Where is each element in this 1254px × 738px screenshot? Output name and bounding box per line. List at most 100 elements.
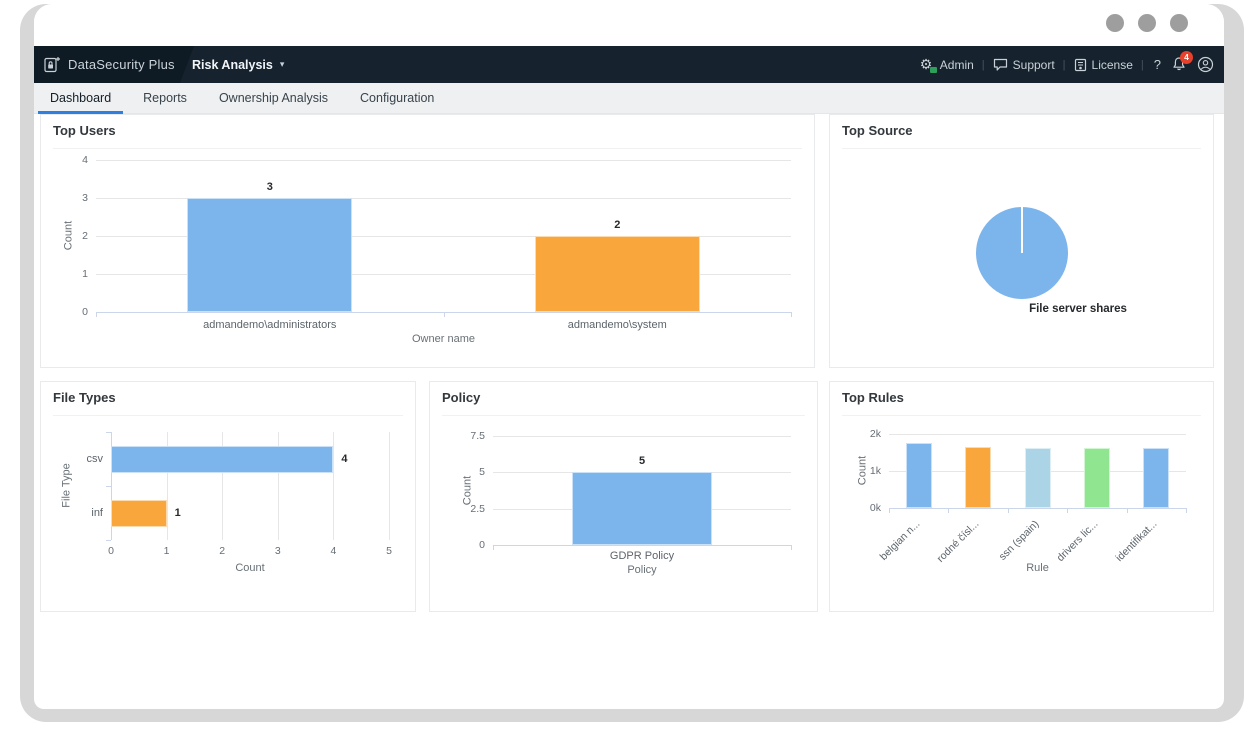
card-title-file-types: File Types xyxy=(53,390,116,405)
gridline xyxy=(389,432,390,540)
window-control-dot[interactable] xyxy=(1170,14,1188,32)
gridline xyxy=(166,432,168,540)
tab-ownership-analysis[interactable]: Ownership Analysis xyxy=(218,91,329,105)
logo-block: DataSecurity Plus xyxy=(34,46,194,83)
window-control-dot[interactable] xyxy=(1138,14,1156,32)
bar-drivers lic...[interactable] xyxy=(1083,448,1110,508)
x-category-label: admandemo\system xyxy=(567,319,667,331)
card-top-rules: Top Rules 0k 1k 2k belgian n... rodné čísl..… xyxy=(829,381,1214,612)
help-button[interactable]: ? xyxy=(1153,57,1161,72)
gridline xyxy=(277,432,279,540)
x-axis-title: Rule xyxy=(1026,562,1049,574)
bar-ssn (spain)[interactable] xyxy=(1024,448,1051,508)
y-tick-label: 2 xyxy=(82,230,88,242)
card-policy: Policy 0 2.5 5 7.5 5 GDPR Policy Policy Count xyxy=(429,381,818,612)
support-link[interactable]: Support xyxy=(993,58,1055,72)
x-axis-tick xyxy=(1067,508,1069,513)
license-link[interactable]: License xyxy=(1074,58,1133,72)
bar-value-label: 3 xyxy=(266,181,273,193)
y-axis-title: File Type xyxy=(60,463,73,508)
x-axis-tick xyxy=(1007,508,1009,513)
datasecurity-logo-icon xyxy=(42,55,62,75)
module-dropdown-label: Risk Analysis xyxy=(192,57,273,72)
header-actions: ⚙ Admin | Support | xyxy=(920,46,1214,83)
bar-admandemo\system[interactable] xyxy=(534,236,700,312)
x-category-label: GDPR Policy xyxy=(609,550,675,562)
card-title-divider xyxy=(53,148,802,149)
admin-link[interactable]: ⚙ Admin xyxy=(920,57,974,73)
x-axis-title: Count xyxy=(235,562,265,574)
user-profile-button[interactable] xyxy=(1197,56,1214,73)
window-titlebar xyxy=(34,4,1224,46)
window-control-dot[interactable] xyxy=(1106,14,1124,32)
gear-icon: ⚙ xyxy=(920,57,937,73)
admin-green-badge xyxy=(929,67,937,73)
y-tick-label: 1k xyxy=(869,465,881,477)
notification-count-badge: 4 xyxy=(1180,50,1193,64)
card-title-divider xyxy=(53,415,403,416)
tab-dashboard[interactable]: Dashboard xyxy=(38,83,124,114)
gridline xyxy=(96,198,791,199)
card-title-divider xyxy=(842,415,1201,416)
bar-csv[interactable] xyxy=(111,445,334,473)
gridline xyxy=(96,236,791,237)
x-category-label: identifikat... xyxy=(1113,518,1160,565)
x-axis-tick xyxy=(1186,508,1187,513)
gridline xyxy=(889,434,1186,435)
bar-value-label: 2 xyxy=(614,219,621,231)
y-tick-label: 1 xyxy=(82,268,88,280)
brand-name: DataSecurity Plus xyxy=(68,57,175,72)
y-axis-title: Count xyxy=(461,475,474,505)
bar-value-label: 4 xyxy=(341,453,348,465)
license-link-label: License xyxy=(1091,57,1133,72)
separator: | xyxy=(981,58,985,71)
y-axis-title: Count xyxy=(62,220,75,251)
gridline xyxy=(96,274,791,275)
pie-slice-boundary xyxy=(1021,207,1023,253)
card-top-users: Top Users 0 1 2 3 4 3 admandemo\administrators… xyxy=(40,114,815,368)
card-title-divider xyxy=(442,415,805,416)
card-title-divider xyxy=(842,148,1201,149)
tab-configuration[interactable]: Configuration xyxy=(360,91,435,105)
bar-value-label: 5 xyxy=(638,455,646,468)
card-title-top-source: Top Source xyxy=(842,123,913,138)
tab-bar: Dashboard Reports Ownership Analysis Con… xyxy=(34,83,1224,114)
separator: | xyxy=(1140,58,1144,71)
gridline xyxy=(493,436,791,437)
x-axis-tick xyxy=(1126,508,1128,513)
x-axis-tick xyxy=(493,545,494,550)
bar-belgian n...[interactable] xyxy=(905,443,932,508)
tab-reports[interactable]: Reports xyxy=(143,91,187,105)
x-tick-label: 3 xyxy=(274,545,281,557)
notifications-button[interactable]: 4 xyxy=(1171,50,1193,74)
card-title-policy: Policy xyxy=(442,390,481,405)
x-axis-tick xyxy=(96,312,97,317)
x-axis-tick xyxy=(948,508,950,513)
x-tick-label: 2 xyxy=(219,545,226,557)
x-axis-tick xyxy=(889,508,890,513)
y-tick-label: 4 xyxy=(82,154,88,166)
chevron-down-icon: ▾ xyxy=(279,59,285,69)
pie-slice-label: File server shares xyxy=(1029,303,1127,315)
bar-identifikat...[interactable] xyxy=(1143,448,1170,508)
bar-value-label: 1 xyxy=(174,507,181,519)
y-tick-label: 0 xyxy=(479,539,485,551)
module-dropdown[interactable]: Risk Analysis ▾ xyxy=(192,46,284,83)
y-axis-line xyxy=(111,432,112,540)
y-tick-label: 0 xyxy=(82,306,88,318)
x-axis-title: Owner name xyxy=(412,333,475,345)
y-tick-label: 2.5 xyxy=(470,502,485,515)
y-category-label: inf xyxy=(91,507,103,519)
card-title-top-rules: Top Rules xyxy=(842,390,904,405)
y-tick-label: 0k xyxy=(869,502,881,514)
bar-inf[interactable] xyxy=(111,499,167,527)
y-tick-label: 5 xyxy=(479,466,485,479)
card-top-source: Top Source File server shares xyxy=(829,114,1214,368)
bar-GDPR Policy[interactable] xyxy=(572,472,712,545)
bar-rodné čísl...[interactable] xyxy=(965,446,992,508)
x-axis-title: Policy xyxy=(627,564,657,576)
bar-admandemo\administrators[interactable] xyxy=(187,198,353,312)
app-header: DataSecurity Plus Risk Analysis ▾ ⚙ Admi… xyxy=(34,46,1224,83)
x-axis-line xyxy=(889,508,1186,509)
support-link-label: Support xyxy=(1012,57,1055,72)
